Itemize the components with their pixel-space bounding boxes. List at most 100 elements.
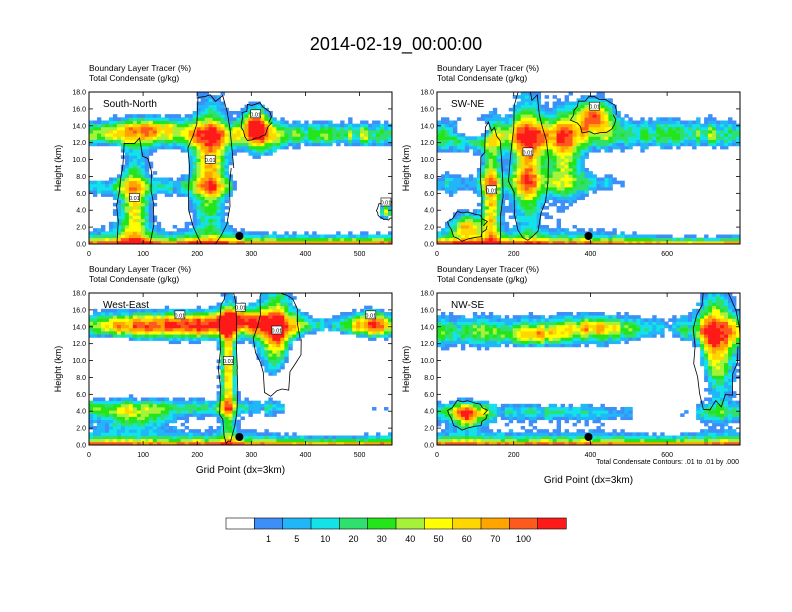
- heatmap-cell: [576, 161, 581, 166]
- heatmap-cell: [268, 126, 273, 131]
- heatmap-cell: [228, 394, 233, 398]
- heatmap-cell: [160, 397, 166, 402]
- heatmap-cell: [136, 407, 142, 411]
- heatmap-cell: [248, 117, 253, 121]
- contour-line: [480, 121, 504, 244]
- heatmap-cell: [448, 180, 454, 185]
- heatmap-cell: [512, 133, 518, 137]
- heatmap-cell: [164, 133, 170, 137]
- heatmap-cell: [204, 312, 210, 316]
- heatmap-cell: [260, 139, 265, 144]
- heatmap-cell: [660, 237, 665, 242]
- heatmap-cell: [468, 240, 474, 244]
- heatmap-cell: [224, 133, 229, 137]
- heatmap-cell: [336, 130, 341, 134]
- heatmap-cell: [132, 117, 138, 121]
- heatmap-cell: [200, 177, 206, 182]
- heatmap-cell: [224, 315, 229, 319]
- heatmap-cell: [572, 164, 577, 169]
- heatmap-cell: [196, 183, 202, 188]
- heatmap-cell: [228, 152, 233, 156]
- heatmap-cell: [564, 206, 569, 210]
- heatmap-cell: [552, 177, 558, 182]
- heatmap-cell: [220, 327, 225, 332]
- heatmap-cell: [164, 145, 170, 150]
- heatmap-cell: [304, 130, 309, 134]
- heatmap-cell: [204, 215, 210, 220]
- heatmap-cell: [136, 334, 142, 338]
- heatmap-cell: [368, 142, 373, 147]
- heatmap-cell: [716, 240, 721, 244]
- heatmap-cell: [528, 221, 534, 226]
- heatmap-cell: [724, 142, 729, 147]
- heatmap-cell: [464, 234, 470, 239]
- heatmap-cell: [89, 234, 94, 239]
- heatmap-cell: [480, 142, 486, 147]
- heatmap-cell: [260, 337, 265, 341]
- heatmap-cell: [89, 419, 94, 424]
- heatmap-cell: [484, 215, 490, 220]
- x-tick-label: 100: [137, 251, 149, 258]
- heatmap-cell: [652, 139, 657, 144]
- heatmap-cell: [548, 142, 554, 147]
- heatmap-cell: [232, 365, 237, 370]
- heatmap-cell: [232, 133, 237, 137]
- heatmap-cell: [600, 95, 605, 99]
- heatmap-cell: [600, 228, 605, 232]
- heatmap-cell: [196, 308, 202, 313]
- heatmap-cell: [476, 145, 482, 150]
- heatmap-cell: [256, 130, 261, 134]
- heatmap-cell: [644, 126, 649, 131]
- heatmap-cell: [276, 237, 281, 242]
- heatmap-cell: [464, 177, 470, 182]
- heatmap-cell: [208, 206, 213, 210]
- heatmap-cell: [480, 180, 486, 185]
- heatmap-cell: [560, 183, 565, 188]
- heatmap-cell: [128, 139, 134, 144]
- heatmap-cell: [188, 158, 194, 163]
- heatmap-cell: [112, 193, 118, 197]
- heatmap-cell: [692, 139, 697, 144]
- heatmap-cell: [96, 123, 102, 128]
- heatmap-cell: [104, 416, 110, 421]
- heatmap-cell: [180, 410, 186, 414]
- heatmap-cell: [284, 145, 289, 150]
- heatmap-cell: [356, 237, 361, 242]
- heatmap-cell: [532, 136, 538, 140]
- heatmap-cell: [184, 432, 190, 436]
- heatmap-cell: [220, 362, 225, 367]
- heatmap-cell: [180, 337, 186, 341]
- heatmap-cell: [152, 177, 158, 182]
- heatmap-cell: [308, 240, 313, 244]
- heatmap-cell: [348, 139, 353, 144]
- heatmap-cell: [244, 321, 249, 326]
- heatmap-cell: [512, 136, 518, 140]
- heatmap-cell: [700, 237, 705, 242]
- heatmap-cell: [448, 126, 454, 131]
- heatmap-cell: [208, 324, 213, 329]
- heatmap-cell: [120, 324, 126, 329]
- heatmap-cell: [128, 206, 134, 210]
- heatmap-cell: [520, 171, 526, 175]
- heatmap-cell: [644, 240, 649, 244]
- heatmap-cell: [204, 149, 210, 153]
- heatmap-cell: [220, 139, 225, 144]
- heatmap-cell: [528, 158, 534, 163]
- heatmap-cell: [292, 136, 297, 140]
- heatmap-cell: [660, 120, 665, 125]
- heatmap-cell: [176, 397, 182, 402]
- heatmap-cell: [644, 145, 649, 150]
- heatmap-cell: [108, 193, 114, 197]
- heatmap-cell: [264, 296, 269, 300]
- heatmap-cell: [484, 202, 490, 207]
- heatmap-cell: [208, 212, 213, 216]
- heatmap-cell: [96, 321, 102, 326]
- heatmap-cell: [192, 225, 198, 229]
- heatmap-cell: [132, 234, 138, 239]
- heatmap-cell: [244, 435, 249, 440]
- heatmap-cell: [708, 126, 713, 131]
- heatmap-cell: [200, 432, 206, 436]
- heatmap-cell: [496, 237, 502, 242]
- heatmap-cell: [200, 231, 206, 235]
- heatmap-cell: [592, 98, 597, 102]
